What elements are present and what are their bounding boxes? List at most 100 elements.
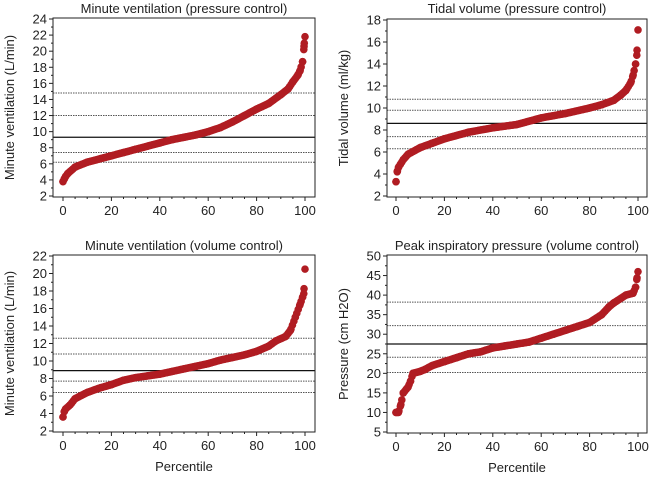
y-tick-label: 6 (40, 389, 47, 404)
data-point (204, 127, 212, 136)
data-point (489, 124, 497, 132)
data-point (61, 405, 70, 413)
data-point (632, 51, 641, 59)
x-tick-label: 20 (104, 438, 118, 453)
x-tick-label: 20 (104, 203, 118, 218)
data-point (107, 380, 116, 389)
data-point (634, 267, 642, 276)
data-point (216, 123, 225, 132)
data-point (95, 384, 104, 392)
data-point (180, 133, 188, 142)
x-tick-label: 0 (392, 439, 399, 454)
x-tick-label: 60 (534, 439, 548, 454)
y-tick-label: 2 (374, 189, 381, 204)
data-point (549, 330, 558, 339)
y-tick-label: 12 (33, 336, 47, 351)
data-point (440, 135, 449, 143)
data-point (597, 310, 606, 319)
data-point (416, 143, 425, 152)
x-tick-label: 20 (437, 203, 451, 218)
x-tick-label: 40 (486, 439, 500, 454)
data-point (192, 131, 200, 139)
plot-frame (52, 17, 316, 198)
data-point (392, 177, 400, 186)
data-point (83, 388, 91, 397)
data-point (107, 151, 116, 160)
plot-frame (386, 18, 648, 198)
data-point (168, 135, 176, 144)
y-tick-label: 16 (367, 35, 381, 50)
y-tick-label: 24 (33, 12, 47, 27)
data-point (228, 118, 237, 126)
data-point (464, 349, 473, 358)
data-point (284, 85, 292, 93)
data-point (71, 163, 79, 171)
y-tick-label: 14 (33, 319, 47, 334)
data-point (428, 361, 437, 370)
y-tick-label: 10 (367, 101, 381, 116)
data-point (131, 373, 140, 382)
data-point (289, 77, 297, 86)
y-tick-label: 18 (367, 13, 381, 28)
x-tick-label: 0 (392, 203, 399, 218)
y-axis-label: Minute ventilation (L/min) (2, 271, 17, 416)
x-tick-label: 80 (582, 203, 596, 218)
y-axis-label: Tidal volume (ml/kg) (336, 50, 351, 167)
data-point (476, 348, 485, 356)
data-point (573, 322, 582, 331)
data-point (143, 142, 152, 150)
data-point (216, 356, 225, 364)
x-tick-label: 60 (201, 438, 215, 453)
data-point (404, 383, 412, 391)
y-tick-label: 40 (367, 288, 381, 303)
y-tick-label: 2 (40, 189, 47, 204)
y-tick-label: 12 (33, 108, 47, 123)
data-point (156, 139, 164, 147)
data-point (192, 362, 200, 371)
data-point (525, 338, 533, 346)
y-tick-label: 45 (367, 268, 381, 283)
y-tick-label: 20 (33, 44, 47, 59)
y-tick-label: 4 (40, 172, 47, 187)
y-tick-label: 14 (367, 57, 381, 72)
data-point (281, 332, 290, 341)
y-tick-label: 50 (367, 249, 381, 264)
x-tick-label: 40 (153, 438, 167, 453)
chart-title: Peak inspiratory pressure (volume contro… (395, 238, 639, 253)
y-tick-label: 20 (367, 366, 381, 381)
data-point (264, 342, 273, 350)
y-tick-label: 16 (33, 76, 47, 91)
data-point (622, 86, 630, 95)
data-point (537, 334, 545, 342)
data-point (264, 99, 273, 108)
data-point (440, 357, 449, 366)
data-point (610, 96, 618, 105)
y-tick-label: 4 (374, 167, 381, 182)
data-point (228, 353, 237, 362)
y-tick-label: 4 (40, 406, 47, 421)
chart-title: Minute ventilation (volume control) (85, 238, 283, 253)
data-point (291, 313, 300, 322)
y-tick-label: 6 (374, 145, 381, 160)
data-point (83, 158, 91, 167)
data-point (626, 78, 635, 87)
data-point (634, 26, 642, 34)
y-tick-label: 10 (33, 124, 47, 139)
data-point (561, 326, 570, 335)
data-point (513, 340, 521, 348)
panel-3: 2 4 6 8 10 12 14 16 18 20 22 0 20 40 60 80 100 Minute ven… (2, 238, 316, 474)
data-point (622, 291, 630, 299)
y-tick-label: 18 (33, 60, 47, 75)
data-point (585, 104, 594, 112)
y-tick-label: 10 (33, 354, 47, 369)
data-point (597, 100, 606, 109)
data-point (204, 359, 212, 368)
y-tick-label: 2 (40, 424, 47, 439)
x-tick-label: 0 (59, 438, 66, 453)
data-point (464, 128, 473, 136)
y-tick-label: 8 (40, 371, 47, 386)
data-point (240, 111, 249, 120)
data-point (286, 326, 295, 335)
data-point (277, 90, 285, 99)
panel-4: 5 10 15 20 25 30 35 40 45 50 0 20 40 60 80 100 Peak insp… (336, 238, 649, 475)
